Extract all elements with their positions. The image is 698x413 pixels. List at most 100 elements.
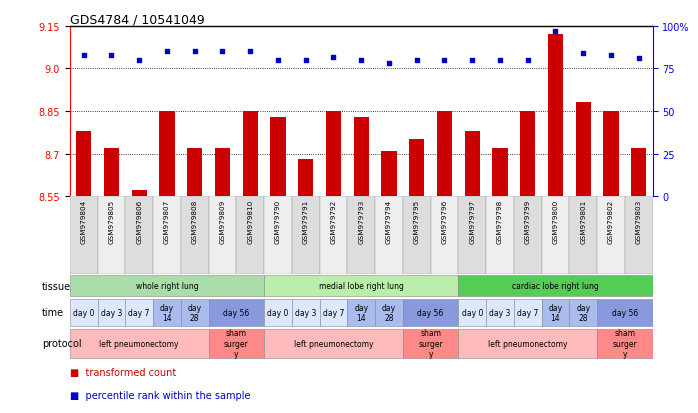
Bar xyxy=(153,197,181,274)
Bar xyxy=(459,275,653,296)
Text: GSM979793: GSM979793 xyxy=(358,199,364,243)
Bar xyxy=(181,197,209,274)
Text: day 0: day 0 xyxy=(461,308,483,317)
Bar xyxy=(492,149,507,197)
Point xyxy=(356,57,367,64)
Text: day 3: day 3 xyxy=(101,308,122,317)
Text: GSM979797: GSM979797 xyxy=(469,199,475,243)
Bar xyxy=(104,149,119,197)
Bar xyxy=(375,299,403,326)
Bar xyxy=(459,299,486,326)
Point xyxy=(106,52,117,59)
Text: day
28: day 28 xyxy=(382,303,396,322)
Bar xyxy=(126,299,153,326)
Text: protocol: protocol xyxy=(42,338,82,349)
Bar xyxy=(70,299,98,326)
Text: GSM979794: GSM979794 xyxy=(386,199,392,243)
Bar xyxy=(320,197,348,274)
Text: left pneumonectomy: left pneumonectomy xyxy=(488,339,567,348)
Point xyxy=(633,56,644,62)
Text: GSM979806: GSM979806 xyxy=(136,199,142,243)
Text: GSM979792: GSM979792 xyxy=(330,199,336,243)
Point xyxy=(605,52,616,59)
Text: left pneumonectomy: left pneumonectomy xyxy=(99,339,179,348)
Text: day
14: day 14 xyxy=(160,303,174,322)
Bar xyxy=(431,197,459,274)
Bar xyxy=(181,299,209,326)
Point xyxy=(411,57,422,64)
Point xyxy=(439,57,450,64)
Text: cardiac lobe right lung: cardiac lobe right lung xyxy=(512,281,599,290)
Bar xyxy=(514,299,542,326)
Bar xyxy=(576,103,591,197)
Text: day 0: day 0 xyxy=(267,308,289,317)
Bar xyxy=(209,197,237,274)
Bar xyxy=(126,197,153,274)
Text: sham
surger
y: sham surger y xyxy=(418,328,443,358)
Text: GSM979790: GSM979790 xyxy=(275,199,281,243)
Point xyxy=(133,57,144,64)
Bar xyxy=(403,329,459,358)
Point xyxy=(189,49,200,56)
Text: GSM979808: GSM979808 xyxy=(192,199,198,243)
Bar xyxy=(542,299,570,326)
Bar xyxy=(215,149,230,197)
Bar xyxy=(243,112,258,197)
Text: day 56: day 56 xyxy=(611,308,638,317)
Text: GSM979807: GSM979807 xyxy=(164,199,170,243)
Text: day 7: day 7 xyxy=(322,308,344,317)
Bar xyxy=(459,197,486,274)
Bar xyxy=(70,329,209,358)
Bar xyxy=(520,112,535,197)
Point xyxy=(328,54,339,61)
Bar xyxy=(264,197,292,274)
Text: GSM979801: GSM979801 xyxy=(580,199,586,243)
Point xyxy=(467,57,478,64)
Point xyxy=(578,51,589,57)
Point xyxy=(161,49,172,56)
Bar xyxy=(597,329,653,358)
Bar xyxy=(437,112,452,197)
Bar xyxy=(381,151,396,197)
Bar xyxy=(631,149,646,197)
Text: GSM979795: GSM979795 xyxy=(414,199,419,243)
Text: GSM979799: GSM979799 xyxy=(525,199,530,243)
Point xyxy=(244,49,255,56)
Bar xyxy=(375,197,403,274)
Text: GSM979796: GSM979796 xyxy=(441,199,447,243)
Bar xyxy=(264,329,403,358)
Bar xyxy=(486,299,514,326)
Text: sham
surger
y: sham surger y xyxy=(613,328,637,358)
Bar xyxy=(70,197,98,274)
Text: day 56: day 56 xyxy=(417,308,444,317)
Bar xyxy=(153,299,181,326)
Bar xyxy=(603,112,618,197)
Text: day 3: day 3 xyxy=(295,308,316,317)
Bar xyxy=(486,197,514,274)
Bar xyxy=(348,299,375,326)
Bar xyxy=(264,299,292,326)
Text: day
28: day 28 xyxy=(576,303,591,322)
Bar xyxy=(354,117,369,197)
Text: left pneumonectomy: left pneumonectomy xyxy=(294,339,373,348)
Text: GSM979800: GSM979800 xyxy=(553,199,558,243)
Text: GSM979791: GSM979791 xyxy=(303,199,309,243)
Text: day
14: day 14 xyxy=(354,303,369,322)
Text: GSM979809: GSM979809 xyxy=(219,199,225,243)
Bar xyxy=(264,275,459,296)
Point xyxy=(383,61,394,67)
Bar xyxy=(570,299,597,326)
Text: tissue: tissue xyxy=(42,281,71,291)
Text: sham
surger
y: sham surger y xyxy=(224,328,248,358)
Bar xyxy=(465,131,480,197)
Bar xyxy=(459,329,597,358)
Bar xyxy=(403,197,431,274)
Bar xyxy=(570,197,597,274)
Text: day
28: day 28 xyxy=(188,303,202,322)
Bar xyxy=(98,197,126,274)
Text: day 0: day 0 xyxy=(73,308,94,317)
Bar xyxy=(514,197,542,274)
Bar xyxy=(597,197,625,274)
Bar xyxy=(625,197,653,274)
Text: whole right lung: whole right lung xyxy=(135,281,198,290)
